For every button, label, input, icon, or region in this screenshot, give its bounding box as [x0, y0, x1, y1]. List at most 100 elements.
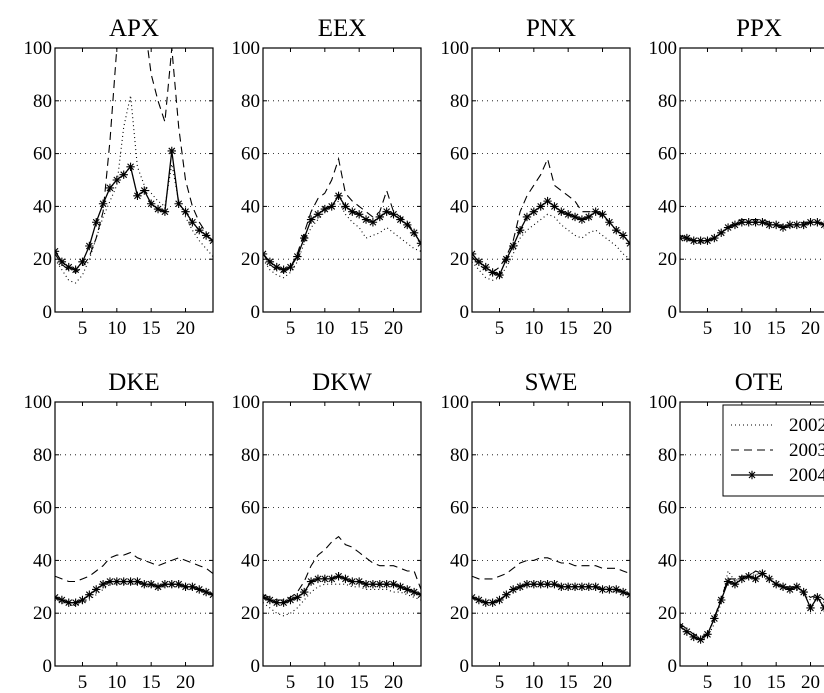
series-line-2004 [55, 580, 213, 604]
point-2004 [341, 202, 350, 211]
x-tick-label: 10 [732, 318, 751, 339]
point-2004 [813, 593, 822, 602]
point-2004 [188, 218, 197, 227]
x-tick-label: 10 [315, 672, 334, 693]
point-2004 [682, 627, 692, 636]
point-2004 [64, 598, 73, 607]
point-2004 [167, 579, 176, 589]
y-tick-label: 20 [450, 603, 469, 624]
point-2004 [306, 215, 316, 224]
y-tick-label: 0 [251, 302, 261, 323]
point-2004 [327, 574, 336, 584]
point-2004 [723, 577, 733, 586]
panel-title: OTE [735, 369, 784, 396]
point-2004 [618, 231, 628, 240]
point-2004 [765, 574, 774, 584]
y-tick-label: 100 [24, 392, 53, 413]
point-2004 [689, 632, 698, 642]
point-2004 [306, 577, 316, 586]
y-tick-label: 60 [33, 144, 52, 165]
point-2004 [140, 186, 149, 195]
series-group [680, 218, 824, 245]
point-2004 [696, 635, 705, 644]
point-2004 [474, 595, 484, 605]
y-tick-label: 20 [241, 249, 260, 270]
y-tick-label: 40 [658, 550, 677, 571]
legend-label: 2004 [789, 465, 824, 486]
x-tick-label: 15 [767, 672, 786, 693]
x-tick-label: 5 [495, 318, 505, 339]
point-2004 [126, 162, 135, 171]
point-2004 [396, 582, 405, 591]
y-tick-label: 40 [241, 550, 260, 571]
point-2004 [618, 587, 628, 597]
point-2004 [758, 569, 767, 578]
panel-ppx: PPX 0 20 40 60 80 100 5 10 15 20 [649, 15, 824, 339]
point-2004 [612, 225, 621, 235]
point-2004 [710, 614, 719, 623]
y-tick-label: 80 [658, 445, 677, 466]
point-2004 [341, 574, 350, 584]
point-2004 [488, 598, 497, 607]
point-2004 [286, 262, 295, 272]
point-2004 [730, 220, 740, 230]
point-2004 [146, 199, 156, 208]
point-2004 [272, 598, 281, 607]
y-tick-label: 80 [33, 445, 52, 466]
x-tick-label: 15 [559, 318, 578, 339]
point-2004 [105, 577, 115, 586]
y-tick-label: 0 [460, 302, 470, 323]
y-tick-label: 0 [460, 656, 470, 677]
point-2004 [409, 587, 419, 597]
panel-title: SWE [525, 369, 578, 396]
point-2004 [112, 175, 122, 185]
point-2004 [785, 585, 795, 594]
point-2004 [577, 582, 587, 591]
panel-title: PNX [526, 15, 576, 42]
y-tick-label: 0 [43, 656, 53, 677]
y-tick-label: 80 [450, 91, 469, 112]
y-tick-label: 60 [658, 144, 677, 165]
point-2004 [481, 262, 490, 272]
point-2004 [509, 241, 518, 251]
series-line-2004 [680, 572, 824, 641]
x-tick-label: 15 [559, 672, 578, 693]
y-tick-label: 60 [450, 498, 469, 519]
y-tick-label: 80 [450, 445, 469, 466]
point-2004 [799, 220, 808, 230]
point-2004 [577, 215, 587, 224]
x-tick-label: 15 [142, 318, 161, 339]
point-2004 [730, 579, 740, 589]
x-tick-label: 20 [176, 318, 195, 339]
y-tick-label: 20 [33, 249, 52, 270]
point-2004 [813, 218, 822, 227]
point-2004 [57, 595, 67, 605]
point-2004 [820, 603, 824, 613]
point-2004 [557, 582, 566, 591]
axes-frame [54, 47, 214, 313]
y-tick-label: 40 [33, 196, 52, 217]
x-tick-label: 20 [801, 318, 820, 339]
point-2004 [320, 204, 330, 214]
point-2004 [488, 268, 497, 277]
series-line-2002 [680, 569, 824, 641]
axes-frame [471, 47, 631, 313]
point-2004 [502, 590, 511, 599]
point-2004 [389, 579, 398, 589]
series-line-2003 [472, 157, 630, 274]
axes-frame [54, 401, 214, 667]
point-2004 [778, 582, 788, 591]
panel-title: DKW [312, 369, 372, 396]
y-tick-label: 80 [241, 445, 260, 466]
point-2004 [591, 582, 600, 591]
x-tick-label: 5 [703, 672, 713, 693]
point-2004 [806, 603, 815, 613]
x-tick-label: 15 [350, 672, 369, 693]
point-2004 [751, 218, 760, 227]
point-2004 [737, 218, 747, 227]
y-tick-label: 20 [658, 249, 677, 270]
point-2004 [188, 582, 197, 591]
point-2004 [543, 579, 552, 589]
legend-label: 2003 [789, 440, 824, 461]
